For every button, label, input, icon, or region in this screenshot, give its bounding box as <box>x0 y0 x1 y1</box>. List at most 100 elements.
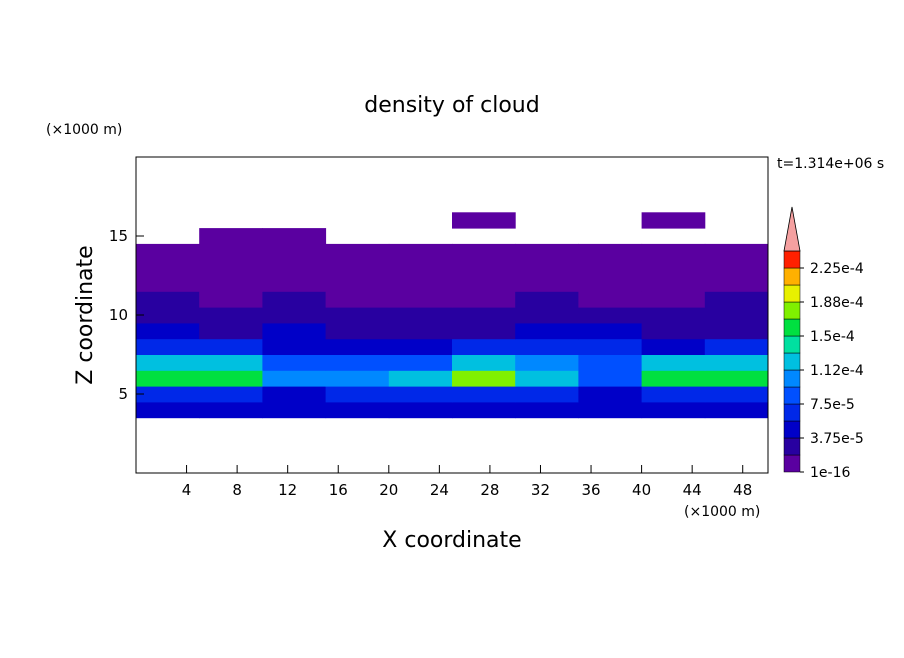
colorbar-swatch <box>783 437 801 456</box>
contour-cell <box>704 307 769 324</box>
contour-cell <box>325 275 390 292</box>
chart-title: density of cloud <box>364 93 539 118</box>
contour-cell <box>199 307 263 324</box>
contour-cell <box>262 370 327 387</box>
contour-cell <box>388 275 453 292</box>
y-unit: (×1000 m) <box>46 122 122 138</box>
contour-cell <box>199 322 263 340</box>
colorbar-tick-label: 7.5e-5 <box>810 397 855 413</box>
colorbar-swatch <box>783 403 801 422</box>
contour-cell <box>452 212 516 229</box>
contour-cell <box>136 307 200 324</box>
contour-cell <box>388 243 453 261</box>
y-tick-label: 15 <box>109 227 128 245</box>
contour-cell <box>199 370 263 387</box>
contour-cell <box>515 259 579 276</box>
contour-cell <box>452 338 516 355</box>
colorbar-swatch <box>783 267 801 286</box>
contour-cell <box>388 322 453 340</box>
contour-cell <box>262 291 327 308</box>
contour-cell <box>199 338 263 355</box>
contour-cell <box>515 386 579 403</box>
contour-cell <box>641 243 706 261</box>
colorbar-swatch <box>783 250 801 269</box>
colorbar-swatch <box>783 386 801 405</box>
contour-cell <box>262 338 327 355</box>
contour-cell <box>452 386 516 403</box>
contour-cell <box>704 386 769 403</box>
contour-cell <box>136 259 200 276</box>
contour-cell <box>388 259 453 276</box>
x-tick-label: 32 <box>531 481 550 499</box>
contour-cell <box>452 275 516 292</box>
contour-cell <box>199 386 263 403</box>
contour-cell <box>325 401 390 419</box>
contour-cell <box>388 291 453 308</box>
colorbar-swatch <box>783 284 801 303</box>
contour-cell <box>325 370 390 387</box>
contour-cell <box>262 322 327 340</box>
contour-cell <box>325 322 390 340</box>
colorbar-tick-label: 1.88e-4 <box>810 295 864 311</box>
contour-cell <box>452 401 516 419</box>
contour-cell <box>578 291 643 308</box>
contour-cell <box>515 354 579 371</box>
contour-cell <box>136 370 200 387</box>
contour-cell <box>262 307 327 324</box>
contour-cell <box>578 243 643 261</box>
colorbar-swatch <box>783 352 801 371</box>
colorbar-swatch <box>783 335 801 354</box>
contour-cell <box>262 401 327 419</box>
contour-cell <box>199 354 263 371</box>
contour-cell <box>199 228 263 245</box>
contour-cell <box>578 401 643 419</box>
contour-cell <box>325 259 390 276</box>
x-tick-label: 8 <box>232 481 242 499</box>
contour-cell <box>704 243 769 261</box>
contour-cell <box>641 338 706 355</box>
contour-cell <box>325 386 390 403</box>
contour-cell <box>452 259 516 276</box>
colorbar-swatch <box>783 454 801 473</box>
contour-cell <box>704 338 769 355</box>
x-tick-label: 40 <box>632 481 651 499</box>
contour-cell <box>325 243 390 261</box>
contour-cell <box>136 386 200 403</box>
contour-cell <box>704 275 769 292</box>
contour-cell <box>515 401 579 419</box>
contour-cell <box>325 307 390 324</box>
colorbar-swatch <box>783 420 801 439</box>
contour-cell <box>641 259 706 276</box>
contour-cell <box>641 401 706 419</box>
contour-cell <box>452 370 516 387</box>
contour-cell <box>388 370 453 387</box>
contour-cell <box>578 354 643 371</box>
colorbar-extend <box>783 206 801 252</box>
contour-cell <box>704 354 769 371</box>
contour-cell <box>388 386 453 403</box>
contour-cell <box>262 228 327 245</box>
contour-cell <box>262 386 327 403</box>
x-tick-label: 48 <box>733 481 752 499</box>
colorbar-swatch <box>783 318 801 337</box>
contour-cell <box>136 291 200 308</box>
contour-cell <box>262 259 327 276</box>
contour-cell <box>262 354 327 371</box>
contour-cell <box>641 275 706 292</box>
contour-cell <box>704 259 769 276</box>
contour-cell <box>262 243 327 261</box>
contour-cell <box>199 259 263 276</box>
y-tick-label: 10 <box>109 306 128 324</box>
contour-cell <box>136 243 200 261</box>
contour-cell <box>641 212 706 229</box>
contour-cell <box>136 322 200 340</box>
contour-cell <box>704 322 769 340</box>
contour-cell <box>641 322 706 340</box>
contour-cell <box>578 322 643 340</box>
contour-cell <box>199 291 263 308</box>
x-tick-label: 16 <box>329 481 348 499</box>
contour-cell <box>136 275 200 292</box>
contour-cell <box>199 275 263 292</box>
contour-cell <box>452 307 516 324</box>
colorbar-tick-label: 1e-16 <box>810 465 850 481</box>
